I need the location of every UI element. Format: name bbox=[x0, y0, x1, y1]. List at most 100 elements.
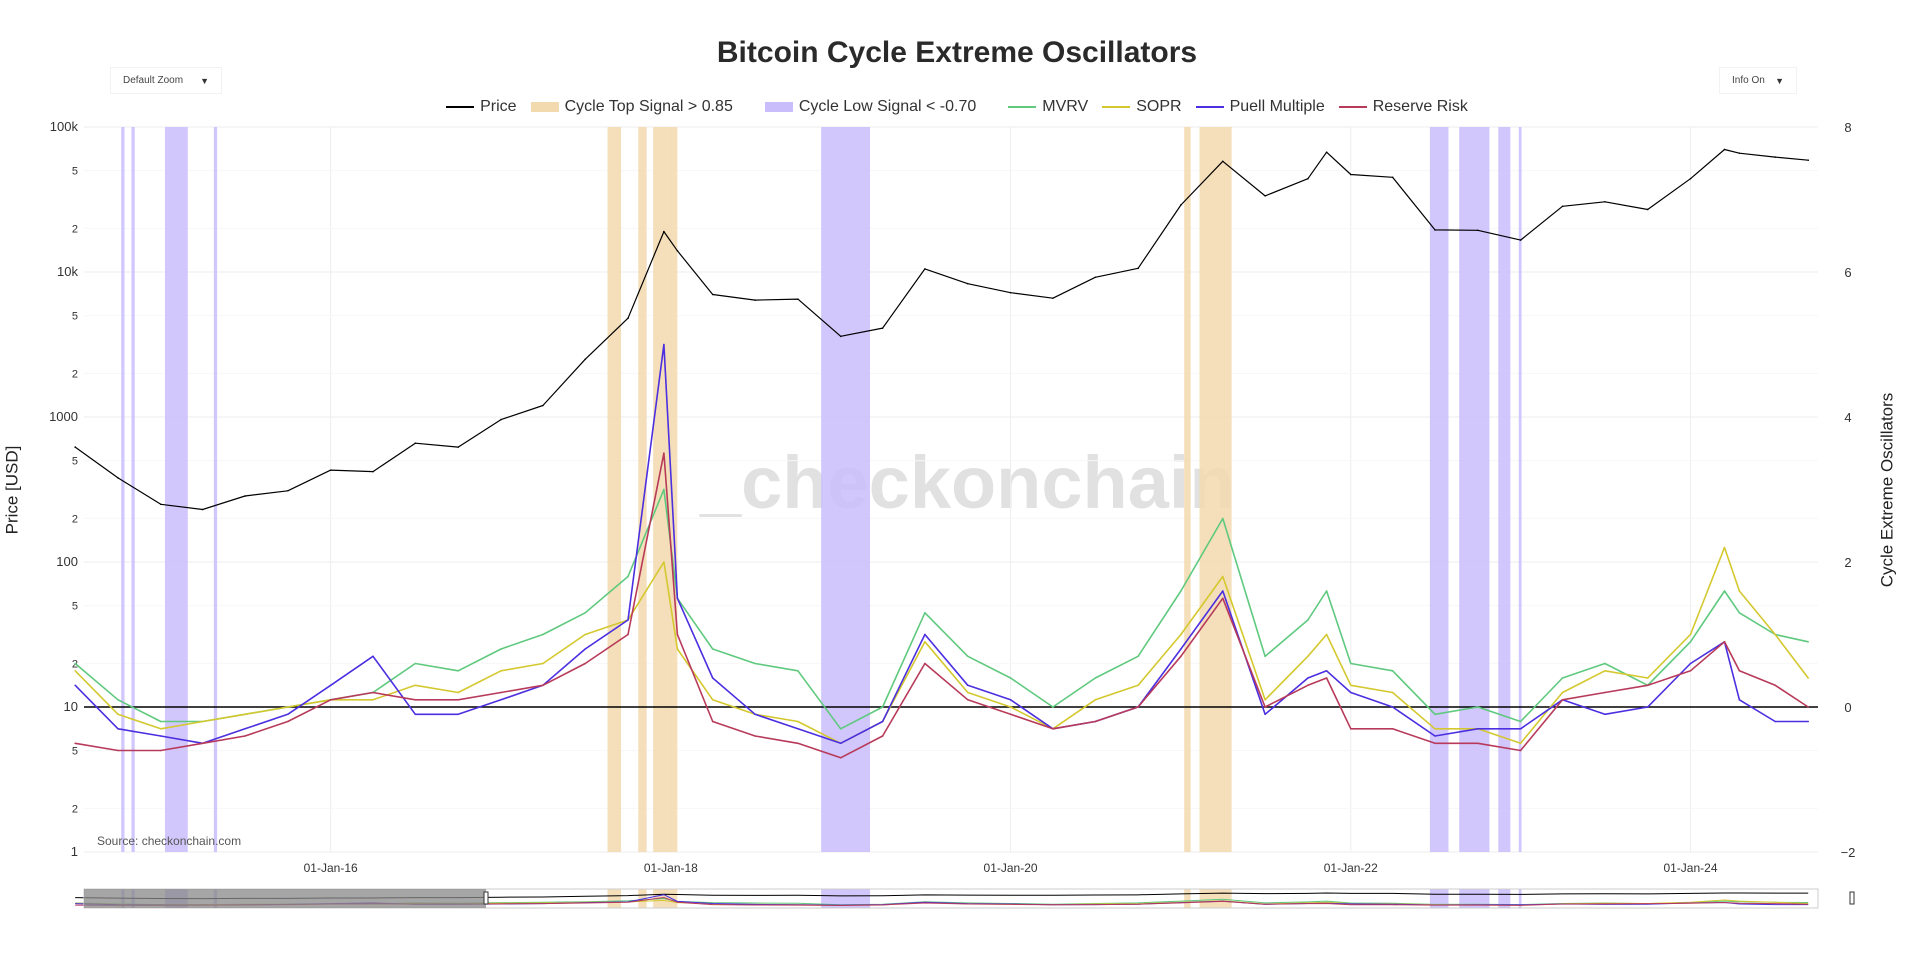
legend-item[interactable]: Cycle Top Signal > 0.85 bbox=[530, 98, 733, 116]
data-point bbox=[924, 268, 926, 270]
data-point bbox=[1807, 677, 1810, 679]
data-point bbox=[117, 713, 119, 716]
data-point bbox=[839, 335, 842, 338]
legend-swatch bbox=[1102, 106, 1131, 108]
data-point bbox=[159, 749, 162, 752]
data-point bbox=[287, 713, 289, 716]
x-tick-label: 01-Jan-20 bbox=[984, 861, 1038, 875]
data-point bbox=[1723, 546, 1726, 549]
data-point bbox=[797, 720, 799, 723]
legend-item[interactable]: MVRV bbox=[1008, 98, 1088, 116]
legend: Price Cycle Top Signal > 0.85 Cycle Low Si… bbox=[0, 98, 1914, 116]
data-point bbox=[457, 669, 459, 672]
data-point bbox=[754, 662, 756, 665]
data-point bbox=[1477, 229, 1479, 232]
source-text: Source: checkonchain.com bbox=[97, 834, 242, 848]
y-tick-label: 5 bbox=[72, 311, 78, 323]
legend-item[interactable]: Reserve Risk bbox=[1338, 98, 1468, 116]
data-point bbox=[966, 655, 969, 658]
data-point bbox=[797, 742, 799, 745]
data-point bbox=[287, 720, 289, 723]
legend-swatch bbox=[1195, 106, 1224, 108]
data-point bbox=[1519, 239, 1522, 241]
data-point bbox=[881, 720, 884, 723]
data-point bbox=[627, 317, 629, 320]
data-point bbox=[1807, 640, 1810, 643]
legend-item[interactable]: Cycle Low Signal < -0.70 bbox=[764, 98, 977, 116]
range-slider-handle[interactable] bbox=[1849, 891, 1855, 905]
series-line-price bbox=[74, 148, 1809, 511]
legend-item[interactable]: SOPR bbox=[1102, 98, 1182, 116]
y2-tick-label: 6 bbox=[1844, 265, 1851, 280]
data-point bbox=[1519, 749, 1522, 752]
data-point bbox=[1307, 177, 1309, 180]
data-point bbox=[1349, 173, 1352, 176]
data-point bbox=[584, 662, 587, 665]
data-point bbox=[159, 503, 162, 506]
data-point bbox=[584, 648, 587, 650]
data-point bbox=[797, 298, 799, 300]
data-point bbox=[244, 713, 246, 716]
data-point bbox=[839, 727, 842, 730]
legend-item[interactable]: Puell Multiple bbox=[1195, 98, 1325, 116]
slider-signal-band bbox=[1199, 889, 1232, 908]
data-point bbox=[663, 561, 665, 563]
data-point bbox=[457, 691, 459, 694]
y2-axis-label: Cycle Extreme Oscillators bbox=[1877, 392, 1897, 588]
data-point bbox=[1137, 655, 1139, 658]
legend-swatch bbox=[1008, 106, 1037, 108]
data-point bbox=[244, 495, 246, 497]
watermark: _checkonchain bbox=[700, 441, 1235, 524]
data-point bbox=[1738, 152, 1741, 154]
data-point bbox=[1774, 720, 1776, 723]
signal-band bbox=[1429, 127, 1449, 852]
signal-band bbox=[213, 127, 218, 852]
chevron-down-icon: ▼ bbox=[200, 75, 209, 86]
series-line-sopr bbox=[74, 546, 1809, 745]
data-point bbox=[1774, 156, 1776, 158]
data-point bbox=[1434, 713, 1436, 716]
y-axis-label: Price [USD] bbox=[2, 445, 22, 535]
data-point bbox=[584, 611, 587, 614]
data-point bbox=[1391, 176, 1394, 179]
data-point bbox=[881, 735, 884, 737]
info-dropdown[interactable]: Info On ▼ bbox=[1719, 67, 1797, 94]
data-point bbox=[1221, 517, 1224, 520]
data-point bbox=[1009, 706, 1012, 708]
signal-band bbox=[1498, 127, 1511, 852]
y-tick-label: 2 bbox=[72, 368, 78, 380]
chart-title: Bitcoin Cycle Extreme Oscillators bbox=[716, 36, 1198, 69]
data-point bbox=[1477, 727, 1479, 730]
data-point bbox=[1180, 655, 1182, 658]
data-point bbox=[117, 749, 119, 752]
data-point bbox=[287, 706, 289, 708]
data-point bbox=[1180, 204, 1182, 206]
data-point bbox=[1391, 706, 1394, 708]
legend-label: SOPR bbox=[1136, 98, 1182, 115]
slider-signal-band bbox=[607, 889, 622, 908]
range-slider-handle[interactable] bbox=[483, 891, 489, 905]
data-point bbox=[1052, 297, 1054, 299]
data-point bbox=[1774, 684, 1776, 687]
y-tick-label: 100 bbox=[56, 554, 78, 569]
y-tick-label: 5 bbox=[72, 166, 78, 178]
data-point bbox=[244, 727, 246, 730]
data-point bbox=[676, 633, 679, 636]
y-tick-label: 5 bbox=[72, 746, 78, 758]
data-point bbox=[1738, 590, 1741, 592]
y-tick-label: 1 bbox=[71, 844, 78, 859]
y2-tick-label: 0 bbox=[1844, 700, 1851, 715]
data-point bbox=[1264, 713, 1266, 716]
data-point bbox=[627, 633, 629, 636]
data-point bbox=[1723, 148, 1726, 151]
zoom-dropdown[interactable]: Default Zoom ▼ bbox=[110, 67, 222, 94]
data-point bbox=[924, 611, 926, 614]
legend-swatch bbox=[1338, 106, 1367, 108]
legend-item[interactable]: Price bbox=[446, 98, 517, 116]
data-point bbox=[966, 684, 969, 687]
legend-label: Cycle Low Signal < -0.70 bbox=[798, 98, 977, 115]
data-point bbox=[1723, 640, 1726, 643]
data-point bbox=[372, 691, 374, 694]
y2-tick-label: 8 bbox=[1844, 120, 1851, 135]
